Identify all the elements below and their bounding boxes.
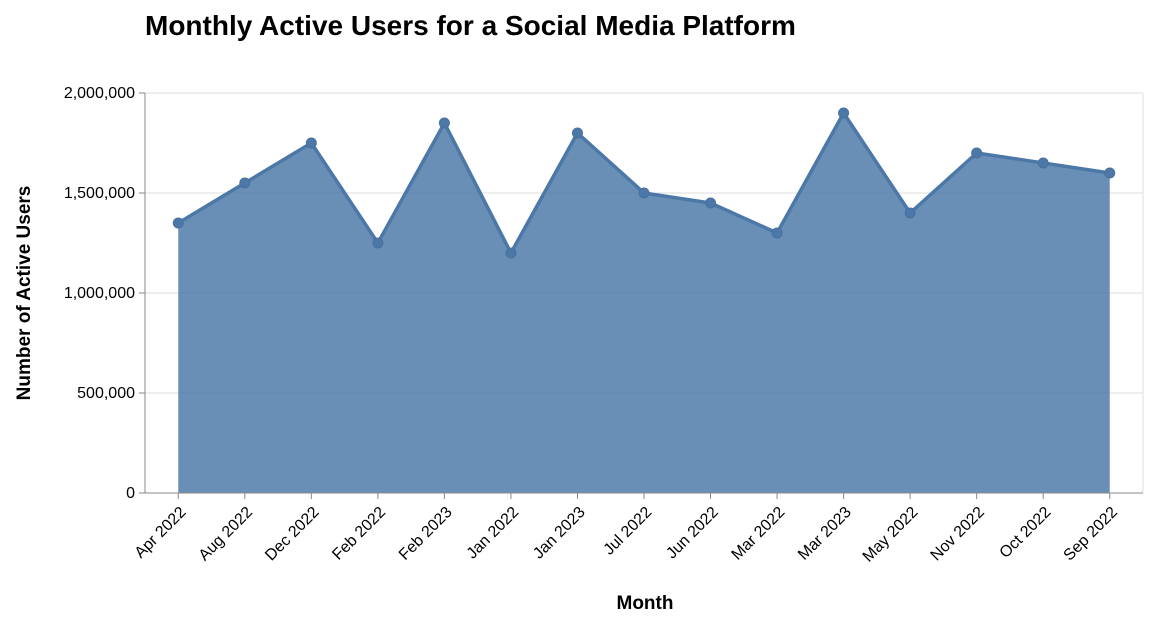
area-fill xyxy=(178,113,1110,493)
data-point xyxy=(172,217,184,229)
y-tick-label: 0 xyxy=(126,485,135,502)
data-point xyxy=(705,197,717,209)
x-tick-label: Jan 2023 xyxy=(530,504,589,563)
data-point xyxy=(838,107,850,119)
data-point xyxy=(571,127,583,139)
x-tick-label: Sep 2022 xyxy=(1061,504,1122,565)
data-point xyxy=(771,227,783,239)
data-point xyxy=(904,207,916,219)
x-tick-label: Oct 2022 xyxy=(997,504,1055,562)
data-point xyxy=(1104,167,1116,179)
data-point xyxy=(239,177,251,189)
data-point xyxy=(305,137,317,149)
x-tick-label: Jul 2022 xyxy=(601,504,656,559)
data-point xyxy=(638,187,650,199)
data-point xyxy=(971,147,983,159)
data-point xyxy=(438,117,450,129)
area-series xyxy=(177,111,1110,493)
y-tick-label: 500,000 xyxy=(77,385,135,402)
chart-title: Monthly Active Users for a Social Media … xyxy=(145,10,796,41)
x-tick-label: Jan 2022 xyxy=(464,504,523,563)
x-tick-label: Jun 2022 xyxy=(663,504,722,563)
data-points xyxy=(172,107,1116,259)
y-tick-label: 2,000,000 xyxy=(64,85,135,102)
data-point xyxy=(372,237,384,249)
y-axis-title: Number of Active Users xyxy=(14,186,35,401)
x-tick-label: Feb 2023 xyxy=(396,504,456,564)
x-tick-label: Feb 2022 xyxy=(329,504,389,564)
x-tick-label: Dec 2022 xyxy=(262,504,323,565)
x-tick-label: Mar 2023 xyxy=(795,504,855,564)
y-tick-label: 1,500,000 xyxy=(64,185,135,202)
x-tick-label: Mar 2022 xyxy=(729,504,789,564)
x-tick-label: Apr 2022 xyxy=(132,504,190,562)
data-point xyxy=(1037,157,1049,169)
x-tick-label: May 2022 xyxy=(860,504,922,566)
x-tick-label: Aug 2022 xyxy=(196,504,257,565)
x-tick-label: Nov 2022 xyxy=(928,504,989,565)
x-axis-title: Month xyxy=(617,593,674,614)
y-tick-label: 1,000,000 xyxy=(64,285,135,302)
data-point xyxy=(505,247,517,259)
